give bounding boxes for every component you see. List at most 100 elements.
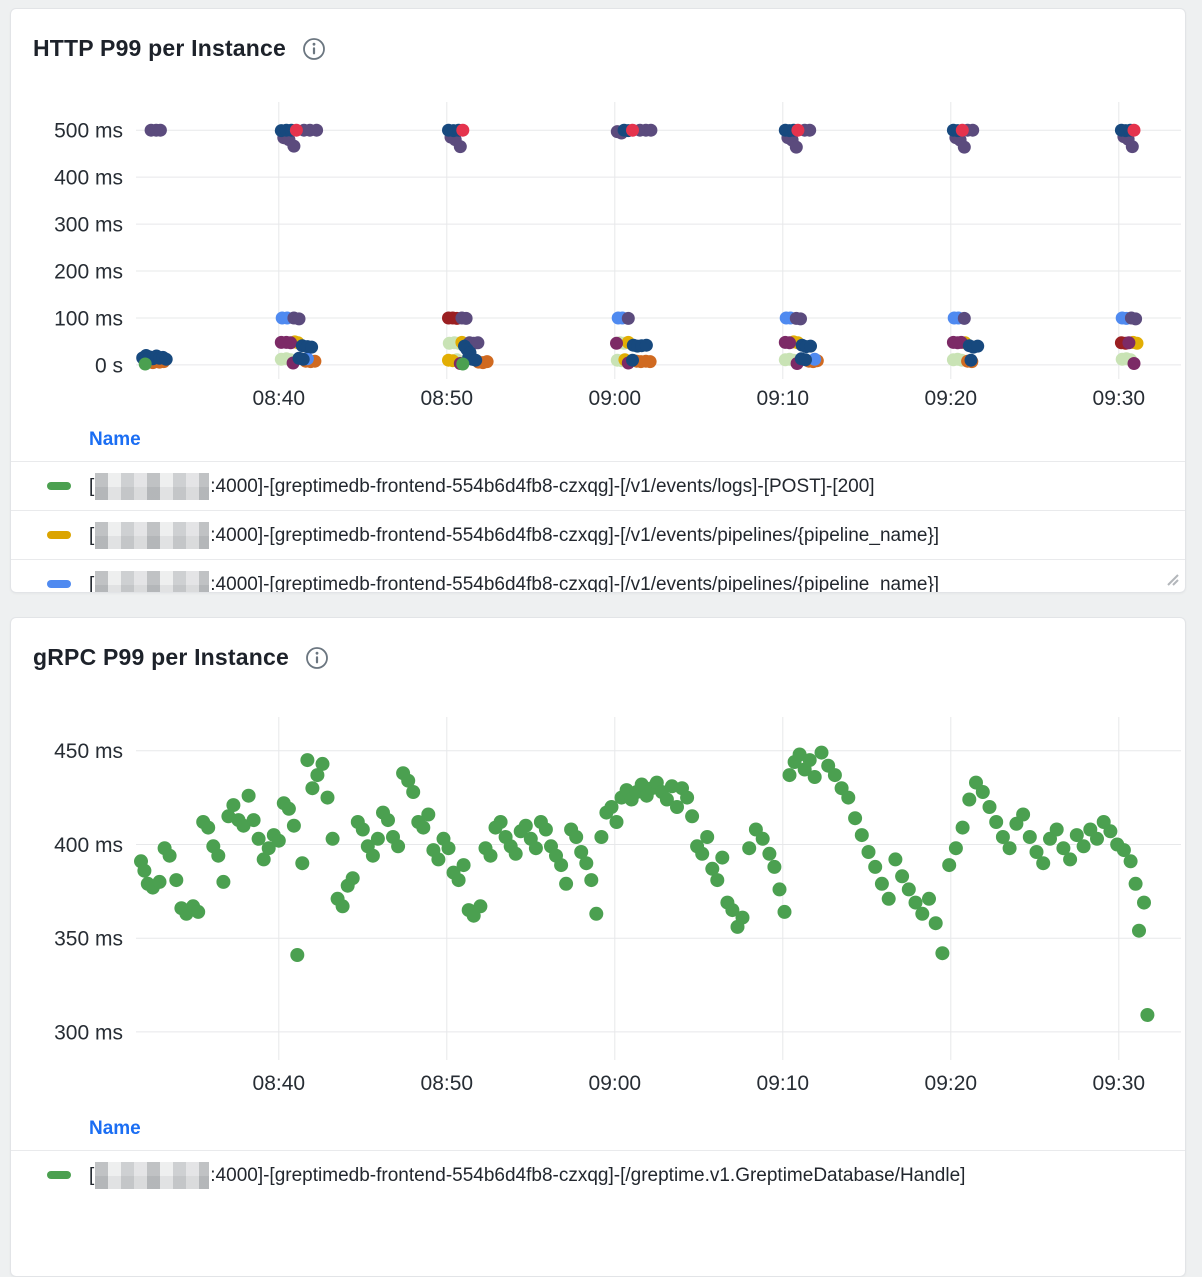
data-point[interactable] xyxy=(881,891,896,906)
data-point[interactable] xyxy=(695,846,710,861)
data-point[interactable] xyxy=(791,123,805,137)
data-point[interactable] xyxy=(315,756,330,771)
data-point[interactable] xyxy=(246,813,261,828)
data-point[interactable] xyxy=(305,781,320,796)
data-point[interactable] xyxy=(989,815,1004,829)
data-point[interactable] xyxy=(456,858,471,873)
data-point[interactable] xyxy=(928,916,943,931)
data-point[interactable] xyxy=(1069,828,1084,843)
data-point[interactable] xyxy=(803,123,817,137)
data-point[interactable] xyxy=(804,339,817,353)
resize-handle-icon[interactable] xyxy=(1164,571,1179,586)
data-point[interactable] xyxy=(957,311,971,325)
data-point[interactable] xyxy=(538,822,553,837)
data-point[interactable] xyxy=(868,859,883,874)
data-point[interactable] xyxy=(1063,852,1078,867)
data-point[interactable] xyxy=(922,891,936,906)
data-point[interactable] xyxy=(300,753,315,768)
data-point[interactable] xyxy=(456,357,470,371)
data-point[interactable] xyxy=(1127,357,1141,370)
data-point[interactable] xyxy=(286,818,301,833)
data-point[interactable] xyxy=(1116,843,1131,858)
data-point[interactable] xyxy=(431,852,446,867)
data-point[interactable] xyxy=(874,876,889,891)
data-point[interactable] xyxy=(559,876,574,891)
data-point[interactable] xyxy=(480,355,494,369)
data-point[interactable] xyxy=(715,850,730,865)
data-point[interactable] xyxy=(1016,807,1031,822)
data-point[interactable] xyxy=(1140,1008,1155,1022)
data-point[interactable] xyxy=(226,798,241,813)
data-point[interactable] xyxy=(416,820,431,835)
data-point[interactable] xyxy=(626,353,639,367)
data-point[interactable] xyxy=(807,770,822,784)
data-point[interactable] xyxy=(292,312,306,326)
data-point[interactable] xyxy=(406,785,421,799)
data-point[interactable] xyxy=(908,895,923,910)
info-icon[interactable] xyxy=(305,646,329,670)
data-point[interactable] xyxy=(808,352,822,366)
data-point[interactable] xyxy=(451,873,466,888)
data-point[interactable] xyxy=(453,140,467,154)
data-point[interactable] xyxy=(381,813,395,828)
data-point[interactable] xyxy=(310,123,324,137)
data-point[interactable] xyxy=(848,811,863,826)
data-point[interactable] xyxy=(767,859,782,874)
data-point[interactable] xyxy=(574,845,589,859)
data-point[interactable] xyxy=(1090,831,1104,846)
data-point[interactable] xyxy=(1129,312,1143,326)
data-point[interactable] xyxy=(493,815,508,829)
data-point[interactable] xyxy=(895,869,910,884)
data-point[interactable] xyxy=(1049,822,1064,837)
data-point[interactable] xyxy=(725,903,740,918)
data-point[interactable] xyxy=(995,830,1010,844)
data-point[interactable] xyxy=(1022,830,1037,844)
data-point[interactable] xyxy=(1137,895,1151,910)
data-point[interactable] xyxy=(305,340,319,354)
data-point[interactable] xyxy=(888,852,903,867)
data-point[interactable] xyxy=(159,352,173,366)
data-point[interactable] xyxy=(814,745,829,760)
data-point[interactable] xyxy=(1076,839,1091,854)
data-point[interactable] xyxy=(659,792,674,807)
data-point[interactable] xyxy=(604,800,619,814)
data-point[interactable] xyxy=(594,830,609,844)
data-point[interactable] xyxy=(710,873,725,888)
data-point[interactable] xyxy=(421,807,436,822)
data-point[interactable] xyxy=(441,841,456,856)
legend-header[interactable]: Name xyxy=(89,429,141,450)
data-point[interactable] xyxy=(325,831,340,846)
data-point[interactable] xyxy=(584,873,599,888)
data-point[interactable] xyxy=(554,858,569,873)
info-icon[interactable] xyxy=(302,37,326,61)
data-point[interactable] xyxy=(518,818,533,833)
data-point[interactable] xyxy=(310,768,325,783)
data-point[interactable] xyxy=(955,123,969,137)
data-point[interactable] xyxy=(841,790,856,805)
http-scatter-chart[interactable]: 500 ms 400 ms 300 ms 200 ms 100 ms 0 s 08:40 08… xyxy=(21,101,1181,417)
data-point[interactable] xyxy=(915,906,930,921)
data-point[interactable] xyxy=(948,841,963,856)
data-point[interactable] xyxy=(955,820,970,835)
data-point[interactable] xyxy=(191,904,206,919)
data-point[interactable] xyxy=(528,841,543,856)
data-point[interactable] xyxy=(610,336,623,350)
data-point[interactable] xyxy=(621,311,635,325)
grpc-scatter-chart[interactable]: 450 ms 400 ms 350 ms 300 ms 08:40 08:50 09:00 0… xyxy=(21,710,1181,1106)
data-point[interactable] xyxy=(685,809,700,824)
data-point[interactable] xyxy=(742,841,757,856)
legend-item[interactable]: [:4000]-[greptimedb-frontend-554b6d4fb8-… xyxy=(11,510,1185,559)
data-point[interactable] xyxy=(901,882,916,897)
data-point[interactable] xyxy=(609,815,624,829)
data-point[interactable] xyxy=(216,874,231,889)
data-point[interactable] xyxy=(861,845,876,859)
data-point[interactable] xyxy=(639,338,653,352)
data-point[interactable] xyxy=(1123,854,1138,869)
data-point[interactable] xyxy=(962,792,977,807)
data-point[interactable] xyxy=(169,873,184,888)
data-point[interactable] xyxy=(569,830,584,844)
data-point[interactable] xyxy=(626,123,639,137)
data-point[interactable] xyxy=(964,353,978,367)
data-point[interactable] xyxy=(854,828,869,843)
data-point[interactable] xyxy=(755,831,770,846)
